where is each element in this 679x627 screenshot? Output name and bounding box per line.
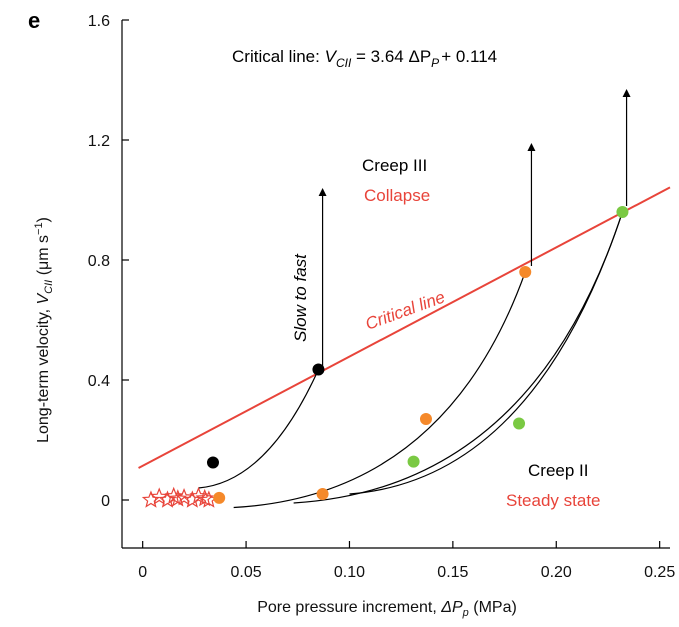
- x-tick-label: 0.20: [541, 564, 572, 581]
- star-point: [150, 487, 169, 505]
- y-tick-label: 0.8: [88, 253, 110, 270]
- x-tick-label: 0.15: [437, 564, 468, 581]
- y-axis-title-suffix: (μm s: [35, 235, 52, 280]
- x-axis-title-prefix: Pore pressure increment,: [257, 599, 441, 616]
- x-axis-title-sub: p: [462, 607, 469, 619]
- creep2-label: Creep II: [528, 461, 588, 480]
- y-axis-title-sub: CII: [43, 280, 55, 294]
- data-point: [513, 417, 526, 430]
- y-tick-label: 0.4: [88, 373, 110, 390]
- panel-label: e: [28, 8, 40, 33]
- star-point: [158, 490, 177, 508]
- data-point: [213, 491, 226, 504]
- data-point: [407, 455, 420, 468]
- x-axis-title-symbol: ΔP: [440, 599, 463, 616]
- equation-lhs: V: [325, 47, 338, 66]
- x-tick-label: 0.10: [334, 564, 365, 581]
- y-axis-title-close: ): [35, 217, 52, 222]
- x-axis-title: Pore pressure increment, ΔPp (MPa): [257, 599, 517, 619]
- equation-prefix: Critical line:: [232, 47, 325, 66]
- star-point: [189, 486, 208, 505]
- data-point: [419, 413, 432, 425]
- y-tick-label: 0: [101, 493, 110, 510]
- plot-area: 0 0.4 0.8 1.2 1.6 0 0.05 0.10 0.15 0.20 0.25: [88, 13, 676, 581]
- slow-to-fast-label: Slow to fast: [291, 253, 310, 342]
- star-point: [141, 490, 161, 508]
- y-axis-title-symbol: V: [35, 292, 52, 304]
- trend-curve: [198, 369, 319, 489]
- data-point: [519, 266, 532, 278]
- data-point: [312, 363, 325, 376]
- collapse-label: Collapse: [364, 186, 430, 205]
- equation-mid-sub: P: [431, 56, 439, 70]
- critical-line-equation: Critical line: VCII = 3.64 ΔPP + 0.114: [232, 47, 497, 70]
- equation-rhs: + 0.114: [441, 47, 497, 66]
- trend-curve: [233, 271, 526, 509]
- equation-lhs-sub: CII: [336, 56, 352, 70]
- y-axis-title-prefix: Long-term velocity,: [35, 304, 52, 442]
- star-point: [174, 487, 194, 506]
- equation-mid: = 3.64 ΔP: [351, 47, 431, 66]
- steady-state-label: Steady state: [506, 491, 601, 510]
- y-axis-title-sup: −1: [33, 222, 45, 235]
- y-tick-label: 1.2: [88, 133, 110, 150]
- creep3-label: Creep III: [362, 156, 427, 175]
- x-tick-label: 0.05: [231, 564, 262, 581]
- y-axis-title: Long-term velocity, VCII (μm s−1): [33, 217, 55, 443]
- y-tick-label: 1.6: [88, 13, 110, 30]
- data-point: [616, 206, 629, 218]
- data-point: [316, 488, 329, 500]
- critical-line: [138, 186, 671, 469]
- x-tick-label: 0: [138, 564, 147, 581]
- trend-curve: [349, 211, 624, 495]
- x-axis-title-suffix: (MPa): [469, 599, 517, 616]
- data-point: [206, 456, 219, 469]
- x-tick-label: 0.25: [644, 564, 675, 581]
- star-point: [168, 489, 187, 507]
